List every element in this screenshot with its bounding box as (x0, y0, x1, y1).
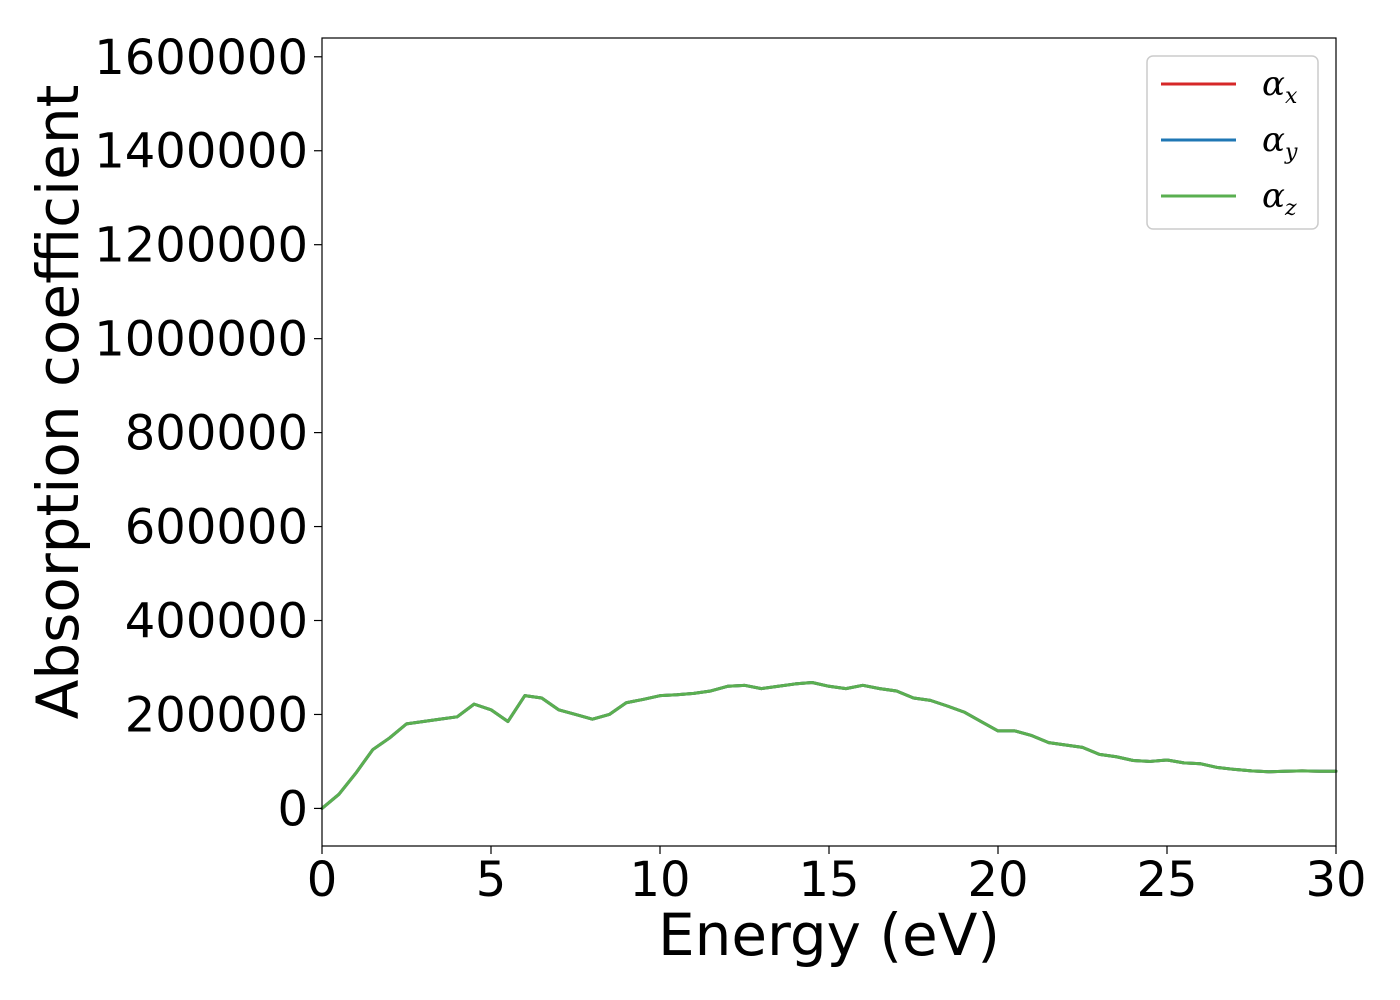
x-axis-title: Energy (eV) (658, 901, 1000, 969)
y-tick-label: 1200000 (94, 218, 308, 274)
y-axis-title: Absorption coefficient (24, 85, 92, 720)
y-tick-label: 1400000 (94, 124, 308, 180)
y-tick-label: 0 (277, 781, 308, 837)
x-tick-label: 30 (1305, 852, 1366, 908)
legend-symbol: α (1262, 64, 1285, 104)
x-tick-label: 20 (967, 852, 1028, 908)
legend-symbol: α (1262, 120, 1285, 160)
x-tick-label: 0 (307, 852, 338, 908)
legend-label-y: αy (1262, 120, 1298, 165)
x-tick-label: 15 (798, 852, 859, 908)
legend-subscript: x (1285, 84, 1298, 109)
x-axis-ticks: 0 5 10 15 20 25 30 (307, 846, 1367, 908)
y-tick-label: 800000 (125, 406, 308, 462)
y-tick-label: 200000 (125, 687, 308, 743)
legend-box (1146, 55, 1319, 230)
x-tick-label: 5 (476, 852, 507, 908)
legend-label-x: αx (1262, 64, 1298, 109)
y-tick-label: 1000000 (94, 312, 308, 368)
x-tick-label: 10 (629, 852, 690, 908)
legend-subscript: z (1284, 196, 1297, 221)
legend-label-z: αz (1262, 176, 1297, 221)
series-line-z (320, 681, 1338, 810)
legend-subscript: y (1284, 140, 1298, 165)
series-layer (320, 681, 1338, 810)
y-tick-label: 400000 (125, 594, 308, 650)
x-tick-label: 25 (1136, 852, 1197, 908)
y-tick-label: 600000 (125, 500, 308, 556)
y-axis-ticks: 0 200000 400000 600000 800000 1000000 1200000 1… (94, 30, 322, 837)
legend-symbol: α (1262, 176, 1285, 216)
y-tick-label: 1600000 (94, 30, 308, 86)
